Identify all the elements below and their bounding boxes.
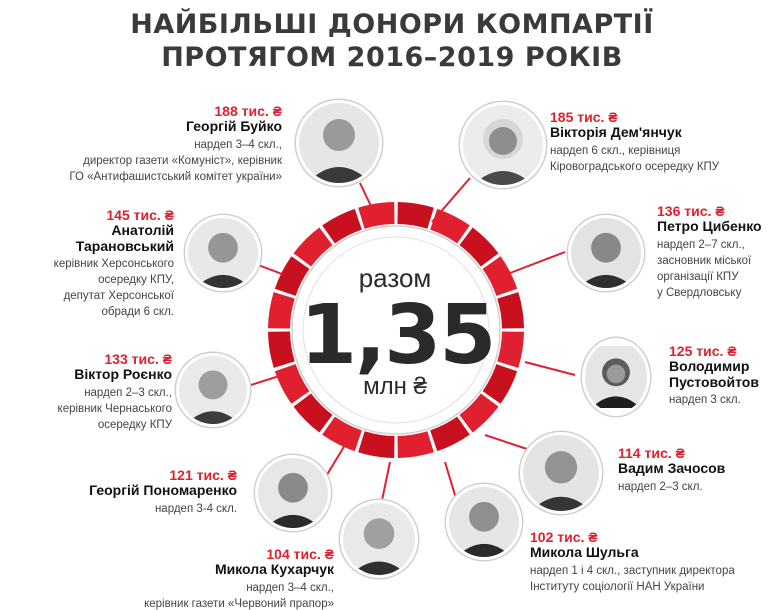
ring-segment bbox=[293, 227, 333, 267]
donor-amount: 136 тис. ₴ bbox=[657, 203, 725, 219]
donor-amount: 104 тис. ₴ bbox=[266, 547, 334, 562]
ring-segment bbox=[358, 202, 395, 229]
donor-card-shulha: 102 тис. ₴ Микола Шульга нардеп 1 і 4 ск… bbox=[530, 529, 780, 595]
ring-segment bbox=[274, 256, 310, 296]
donor-desc: керівник Херсонського осередку КПУ, депу… bbox=[53, 258, 174, 319]
donor-name: Микола Шульга bbox=[530, 544, 639, 561]
donor-card-kukharchuk: 104 тис. ₴ Микола Кухарчук нардеп 3–4 ск… bbox=[64, 547, 334, 610]
donor-card-pustovoitov: 125 тис. ₴ Володимир Пустовойтов нардеп … bbox=[669, 343, 783, 408]
donor-photo-ponomarenko bbox=[255, 455, 331, 531]
donor-desc: нардеп 6 скл., керівниця Кіровоградськог… bbox=[550, 144, 720, 173]
donor-amount: 114 тис. ₴ bbox=[618, 445, 685, 461]
donor-card-taranovskyi: 145 тис. ₴ Анатолій Тарановський керівни… bbox=[4, 207, 174, 321]
ring-segment bbox=[358, 431, 395, 458]
total-unit: млн ₴ bbox=[363, 373, 427, 400]
donor-photo-taranovskyi bbox=[185, 215, 261, 291]
ring-segment bbox=[430, 416, 470, 452]
donor-name: Анатолій Тарановський bbox=[75, 222, 174, 254]
donor-name: Вікторія Дем'янчук bbox=[550, 124, 682, 141]
page-title-line1: НАЙБІЛЬШІ ДОНОРИ КОМПАРТІЇ bbox=[130, 9, 654, 40]
page-title-line2: ПРОТЯГОМ 2016–2019 РОКІВ bbox=[161, 42, 623, 73]
ring-segment bbox=[268, 331, 295, 368]
ring-segment bbox=[497, 292, 524, 329]
donor-card-tsybenko: 136 тис. ₴ Петро Цибенко нардеп 2–7 скл.… bbox=[657, 203, 783, 301]
donor-photo-zachosov bbox=[520, 432, 602, 514]
donor-desc: нардеп 3 скл. bbox=[669, 394, 741, 407]
donor-name: Віктор Роєнко bbox=[74, 366, 172, 383]
donor-card-demianchuk: 185 тис. ₴ Вікторія Дем'янчук нардеп 6 с… bbox=[550, 109, 780, 175]
donor-desc: нардеп 1 і 4 скл., заступник директора І… bbox=[530, 564, 735, 593]
donor-photo-pustovoitov bbox=[582, 338, 650, 416]
ring-segment bbox=[268, 292, 295, 329]
donor-name: Вадим Зачосов bbox=[618, 460, 726, 477]
donor-photo-roienko bbox=[176, 353, 250, 427]
donor-card-buiko: 188 тис. ₴ Георгій Буйко нардеп 3–4 скл.… bbox=[22, 103, 282, 185]
donor-photo-kukharchuk bbox=[340, 500, 418, 578]
donor-name: Георгій Пономаренко bbox=[89, 482, 237, 499]
ring-segment bbox=[397, 431, 434, 458]
donor-amount: 102 тис. ₴ bbox=[530, 529, 598, 545]
donor-amount: 125 тис. ₴ bbox=[669, 343, 737, 359]
donor-amount: 188 тис. ₴ bbox=[214, 103, 282, 119]
donor-amount: 133 тис. ₴ bbox=[104, 351, 172, 367]
donor-amount: 121 тис. ₴ bbox=[169, 467, 237, 483]
donor-amount: 185 тис. ₴ bbox=[550, 109, 618, 125]
donor-name: Георгій Буйко bbox=[186, 118, 282, 135]
donor-name: Микола Кухарчук bbox=[214, 561, 334, 578]
ring-segment bbox=[397, 202, 434, 229]
donor-photo-buiko bbox=[296, 100, 382, 186]
donor-name: Петро Цибенко bbox=[657, 218, 762, 235]
donor-desc: нардеп 2–3 скл., керівник Чернаського ос… bbox=[57, 386, 172, 431]
donor-photo-tsybenko bbox=[568, 215, 644, 291]
ring-segment bbox=[497, 331, 524, 368]
donor-amount: 145 тис. ₴ bbox=[106, 207, 174, 223]
ring-segment bbox=[459, 393, 499, 433]
ring-segment bbox=[274, 364, 310, 404]
donor-name: Володимир Пустовойтов bbox=[669, 358, 759, 390]
ring-segment bbox=[322, 416, 362, 452]
donor-card-ponomarenko: 121 тис. ₴ Георгій Пономаренко нардеп 3-… bbox=[7, 467, 237, 517]
donor-desc: нардеп 2–3 скл. bbox=[618, 480, 703, 493]
donor-desc: нардеп 2–7 скл., засновник міської орган… bbox=[657, 238, 752, 300]
donor-desc: нардеп 3–4 скл., керівник газети «Червон… bbox=[144, 581, 334, 610]
ring-segments bbox=[268, 202, 524, 458]
ring-segment bbox=[322, 208, 362, 244]
donor-photo-demianchuk bbox=[460, 102, 546, 188]
ring-segment bbox=[293, 393, 333, 433]
ring-segment bbox=[482, 256, 518, 296]
ring-segment bbox=[459, 227, 499, 267]
total-label: разом bbox=[358, 263, 432, 293]
ring-segment bbox=[430, 208, 470, 244]
donor-desc: нардеп 3-4 скл. bbox=[154, 502, 237, 515]
donor-card-roienko: 133 тис. ₴ Віктор Роєнко нардеп 2–3 скл.… bbox=[2, 351, 172, 433]
total-value: 1,35 bbox=[300, 288, 496, 383]
donor-card-zachosov: 114 тис. ₴ Вадим Зачосов нардеп 2–3 скл. bbox=[618, 445, 778, 495]
donor-desc: нардеп 3–4 скл., директор газети «Комуні… bbox=[69, 138, 282, 183]
ring-segment bbox=[482, 364, 518, 404]
donor-photo-shulha bbox=[446, 484, 522, 560]
